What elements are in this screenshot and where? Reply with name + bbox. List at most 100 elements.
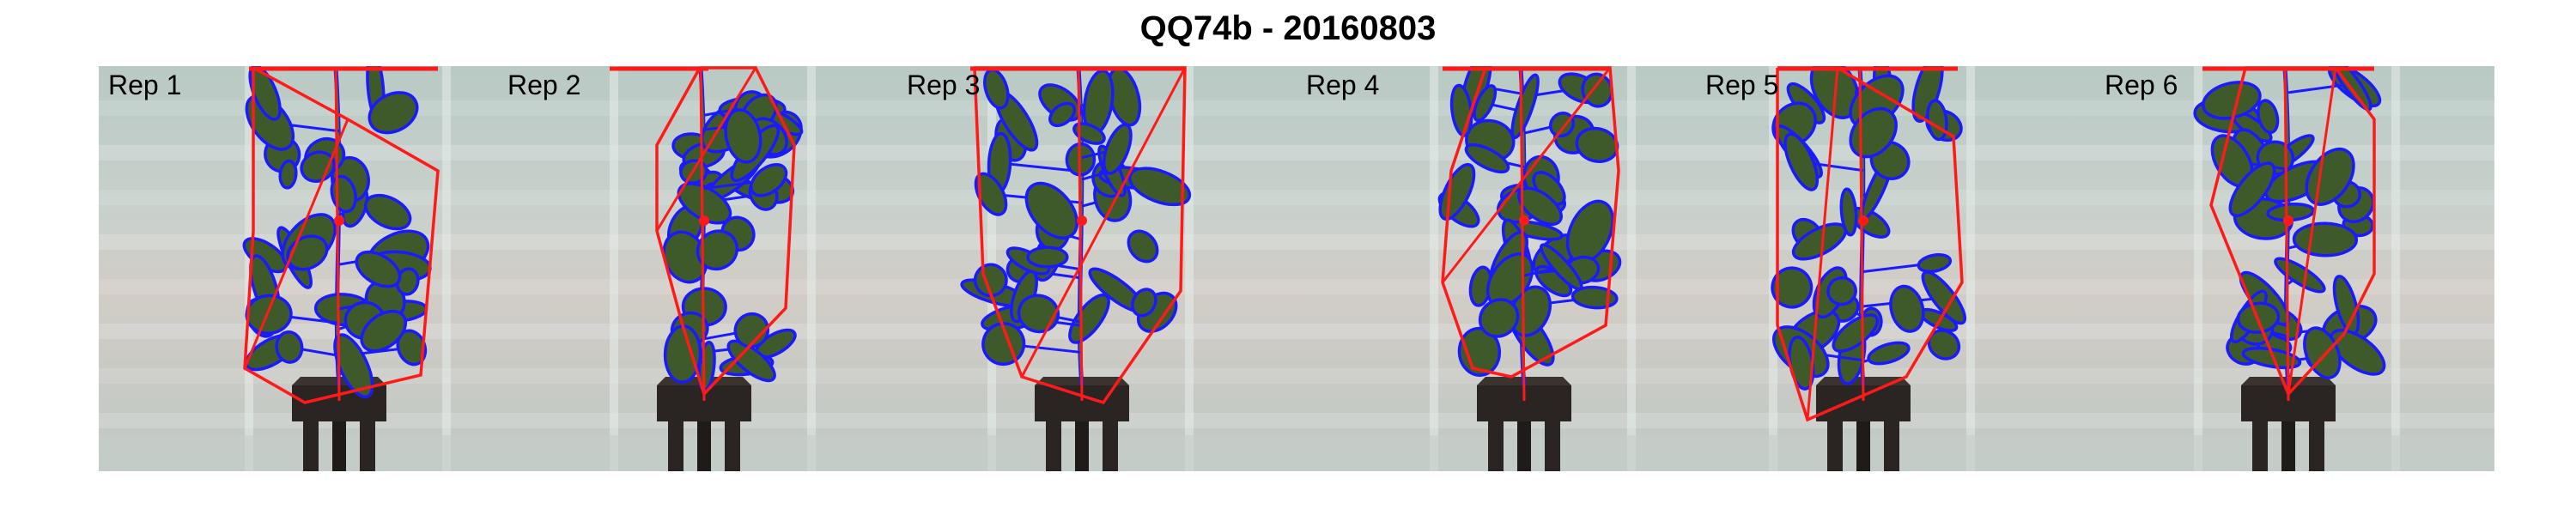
stand-leg (2281, 421, 2295, 471)
background-band (1696, 234, 2095, 250)
leaf-segment (1127, 167, 1192, 207)
panel-label: Rep 2 (507, 70, 581, 100)
leaf-segment (248, 66, 282, 121)
stand-leg (1884, 421, 1899, 471)
leaf-segment (1102, 123, 1133, 175)
centroid-marker (1519, 215, 1529, 226)
stand-leg (1517, 421, 1531, 471)
height-line (1077, 67, 1084, 402)
leaf-segment (1540, 243, 1583, 291)
background-band (1297, 100, 1696, 116)
stand-leg (1827, 421, 1843, 471)
leaf-segment (1889, 284, 1925, 333)
stand-leg (1103, 421, 1118, 471)
leaf-segment (2292, 221, 2359, 258)
floor-strip (897, 435, 1297, 471)
convex-hull-outline (243, 66, 440, 404)
panel-label: Rep 1 (108, 70, 182, 100)
centroid-marker (1858, 215, 1868, 226)
background-band (99, 190, 498, 205)
leaf-segment (1839, 187, 1858, 237)
background-band (498, 279, 897, 294)
leaf-segment (1510, 73, 1540, 140)
leaf-segment (1783, 132, 1820, 191)
leaf-segment (696, 229, 739, 271)
panel-rep-1: Rep 1 (99, 66, 498, 471)
leaf-segment (1457, 326, 1502, 377)
centroid-marker (334, 215, 344, 226)
branch-outline (999, 161, 1083, 173)
leaf-segment (677, 182, 732, 225)
stand-leg (1488, 421, 1504, 471)
height-line (2283, 67, 2290, 402)
floor-strip (99, 435, 498, 471)
leaf-segment (1478, 298, 1520, 338)
diagonal-line (2287, 67, 2337, 395)
plant-image-rep-2 (498, 66, 897, 471)
image-panel-row: Rep 1 Rep 2 Rep 3 Rep 4 Rep 5 Rep 6 (99, 66, 2494, 471)
stand-leg (1856, 421, 1870, 471)
background-band (1297, 234, 1696, 250)
leaf-segment (368, 91, 419, 135)
centroid-marker (2283, 215, 2293, 226)
convex-hull-outline (1776, 66, 1964, 422)
stand-leg (1046, 421, 1061, 471)
leaf-segment (278, 159, 298, 190)
stand-leg (303, 421, 319, 471)
convex-hull-outline (2209, 66, 2376, 397)
plant-image-rep-5 (1696, 66, 2095, 471)
leaf-segment (1911, 66, 1944, 124)
leaf-segment (1473, 84, 1498, 123)
stand-leg (1075, 421, 1089, 471)
background-band (897, 368, 1297, 384)
plant-image-rep-1 (99, 66, 498, 471)
frame-post (442, 66, 451, 471)
panel-rep-5: Rep 5 (1696, 66, 2095, 471)
leaf-segment (2329, 329, 2386, 376)
leaf-segment (1867, 341, 1911, 366)
leaf-segment (1917, 253, 1953, 274)
leaf-segment (2228, 161, 2276, 218)
frame-post (1769, 66, 1777, 471)
background-band (1696, 324, 2095, 339)
leaf-segment (1849, 106, 1898, 159)
stand-leg (1545, 421, 1560, 471)
leaf-segment (1571, 285, 1619, 310)
panel-label: Rep 3 (907, 70, 981, 100)
height-line (699, 67, 706, 402)
frame-post (807, 66, 816, 471)
frame-post (2194, 66, 2202, 471)
centroid-marker (699, 215, 709, 226)
leaf-segment (1131, 288, 1157, 318)
leaf-segment (724, 108, 762, 164)
leaf-segment (245, 94, 295, 151)
height-line (1519, 67, 1526, 402)
centroid-marker (1077, 215, 1087, 226)
leaf-segment (1548, 111, 1576, 138)
frame-post (1966, 66, 1975, 471)
background-band (99, 100, 498, 116)
diagonal-line (1806, 67, 1839, 421)
stand-leg (2252, 421, 2268, 471)
panel-rep-4: Rep 4 (1297, 66, 1696, 471)
plant-image-rep-4 (1297, 66, 1696, 471)
diagonal-line (1020, 67, 1187, 378)
leaf-segment (1127, 229, 1159, 264)
leaf-segment (2241, 346, 2302, 370)
leaf-segment (2257, 99, 2280, 135)
panel-label: Rep 6 (2105, 70, 2178, 100)
frame-post (1185, 66, 1194, 471)
stand-leg (2309, 421, 2324, 471)
stand-leg (697, 421, 711, 471)
stand-leg (668, 421, 683, 471)
background-band (1297, 368, 1696, 384)
leaf-segment (749, 163, 788, 197)
leaf-segment (663, 324, 702, 384)
panel-rep-6: Rep 6 (2095, 66, 2494, 471)
leaf-segment (355, 250, 402, 288)
frame-post (2391, 66, 2400, 471)
panel-rep-2: Rep 2 (498, 66, 897, 471)
panel-label: Rep 4 (1306, 70, 1380, 100)
diagonal-line (243, 118, 349, 369)
leaf-segment (2330, 66, 2372, 112)
